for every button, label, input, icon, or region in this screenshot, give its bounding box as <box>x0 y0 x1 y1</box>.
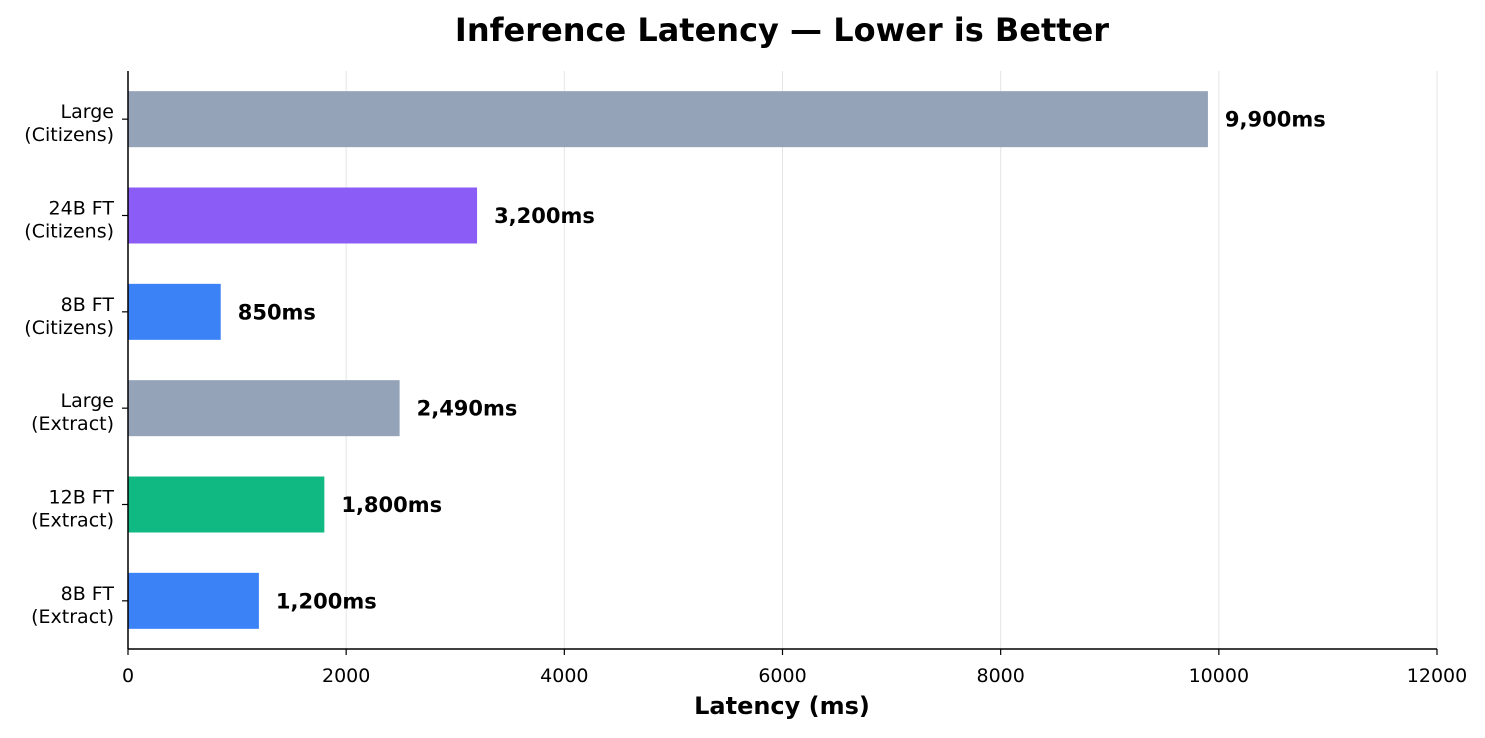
bar <box>128 380 400 437</box>
y-tick-label-line: (Citizens) <box>24 221 114 243</box>
gridlines <box>345 71 1438 649</box>
y-tick-label-line: (Extract) <box>31 510 114 532</box>
y-tick-label-line: 8B FT <box>61 583 115 605</box>
y-tick-label: Large (Citizens) <box>24 101 114 146</box>
x-tick-label: 6000 <box>758 665 806 687</box>
x-tick-label: 2000 <box>322 665 370 687</box>
bar-value-label: 3,200ms <box>494 204 595 228</box>
bar <box>128 572 259 629</box>
y-tick-label: 8B FT (Citizens) <box>24 294 114 339</box>
bar <box>128 91 1208 148</box>
y-tick-label-line: (Extract) <box>31 413 114 435</box>
y-tick-label-line: 24B FT <box>49 198 115 220</box>
x-tick-label: 0 <box>122 665 134 687</box>
bar <box>128 283 221 340</box>
chart-title: Inference Latency — Lower is Better <box>455 11 1109 49</box>
bar-value-label: 850ms <box>238 300 316 324</box>
y-tick-label: Large (Extract) <box>31 390 114 435</box>
labels: 9,900ms 3,200ms 850ms 2,490ms 1,800ms 1,200ms… <box>24 101 1467 687</box>
bar-value-label: 9,900ms <box>1225 108 1326 132</box>
y-tick-label-line: Large <box>61 390 114 412</box>
bar-value-label: 1,200ms <box>276 589 377 613</box>
axes <box>122 71 1438 655</box>
bars <box>128 91 1208 629</box>
bar <box>128 187 478 244</box>
x-tick-label: 10000 <box>1189 665 1249 687</box>
y-tick-label-line: (Citizens) <box>24 124 114 146</box>
x-tick-label: 4000 <box>540 665 588 687</box>
x-tick-label: 8000 <box>976 665 1024 687</box>
y-tick-label-line: (Citizens) <box>24 317 114 339</box>
y-tick-label: 24B FT (Citizens) <box>24 198 114 243</box>
y-tick-label: 8B FT (Extract) <box>31 583 114 628</box>
bar <box>128 476 325 533</box>
bar-value-label: 1,800ms <box>341 493 442 517</box>
x-axis-label: Latency (ms) <box>694 692 870 720</box>
y-tick-label-line: (Extract) <box>31 606 114 628</box>
x-tick-label: 12000 <box>1407 665 1467 687</box>
y-tick-label-line: Large <box>61 101 114 123</box>
y-tick-label: 12B FT (Extract) <box>31 487 114 532</box>
bar-value-label: 2,490ms <box>417 397 518 421</box>
y-tick-label-line: 8B FT <box>61 294 115 316</box>
y-tick-label-line: 12B FT <box>49 487 115 509</box>
